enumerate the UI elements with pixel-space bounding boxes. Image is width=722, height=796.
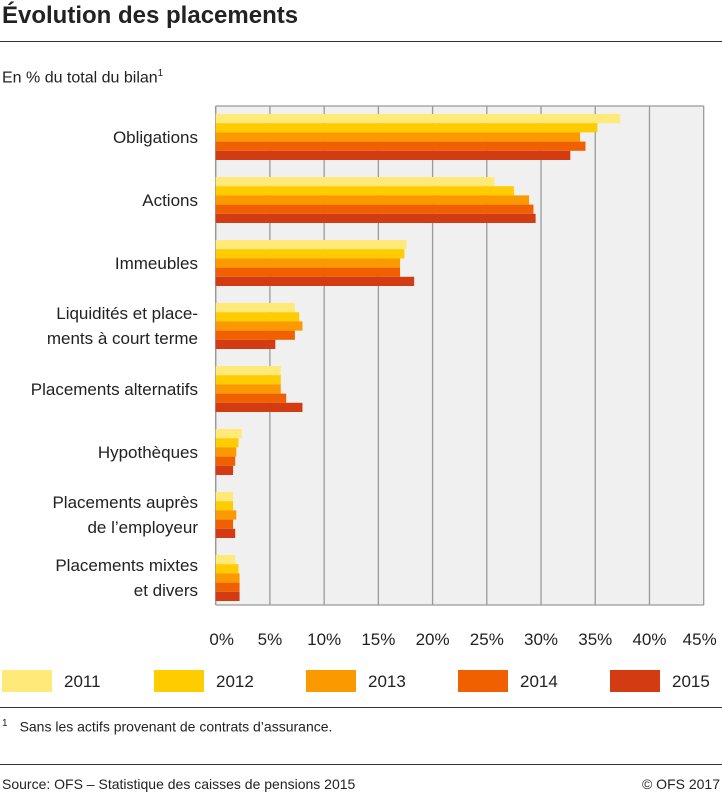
bar-2011-7 (215, 555, 236, 565)
bar-2011-0 (215, 114, 621, 124)
bar-2011-5 (215, 429, 242, 439)
x-tick-label: 0% (209, 630, 234, 649)
category-label-line: Placements auprès (52, 493, 198, 512)
subtitle-text: En % du total du bilan (2, 69, 158, 87)
bar-2013-6 (215, 510, 237, 520)
footnote-text: Sans les actifs provenant de contrats d’… (19, 718, 333, 735)
source: Source: OFS – Statistique des caisses de… (2, 776, 356, 792)
title-divider (0, 41, 722, 42)
bar-2012-1 (215, 186, 514, 196)
x-tick-label: 15% (361, 630, 396, 649)
legend-label: 2014 (520, 672, 558, 691)
bar-2013-4 (215, 384, 281, 394)
bar-2014-0 (215, 141, 586, 151)
subtitle-footnote-ref: 1 (157, 68, 164, 79)
legend-label: 2012 (216, 672, 254, 691)
category-label: Actions (142, 188, 198, 213)
bar-2014-7 (215, 582, 240, 592)
x-tick-label: 45% (682, 630, 717, 649)
legend-label: 2015 (672, 672, 710, 691)
category-label: Placements auprès de l’employeur (52, 490, 198, 540)
bar-2015-0 (215, 150, 571, 160)
x-tick-label: 25% (469, 630, 504, 649)
category-label: Placements alternatifs (31, 377, 198, 402)
bar-2012-7 (215, 564, 239, 574)
bar-2012-5 (215, 438, 239, 448)
category-label-line: Hypothèques (97, 442, 198, 462)
category-label: Obligations (113, 125, 198, 150)
legend-divider (0, 707, 722, 708)
bar-2014-1 (215, 204, 534, 214)
bar-2013-0 (215, 132, 581, 142)
x-tick-label: 20% (415, 630, 450, 649)
category-label-line: Actions (142, 190, 198, 210)
chart-title: Évolution des placements (2, 2, 299, 29)
bar-2011-3 (215, 303, 295, 313)
bar-2013-1 (215, 195, 530, 205)
x-tick-label: 40% (632, 630, 667, 649)
bar-2012-0 (215, 123, 598, 133)
bar-2011-2 (215, 240, 407, 250)
bar-2014-4 (215, 393, 287, 403)
bar-2015-4 (215, 402, 303, 412)
legend-label: 2013 (368, 672, 406, 691)
bar-2011-6 (215, 492, 234, 502)
legend-swatch (610, 670, 660, 692)
category-label: Placements mixtes et divers (55, 553, 198, 603)
bar-2014-2 (215, 267, 401, 277)
bar-2013-7 (215, 573, 240, 583)
legend-swatch (154, 670, 204, 692)
bar-2011-4 (215, 366, 281, 376)
legend-swatch (2, 670, 52, 692)
category-label-line: ments à court terme (46, 329, 198, 348)
bar-2015-3 (215, 339, 276, 349)
legend-swatch (458, 670, 508, 692)
category-label: Immeubles (115, 251, 198, 276)
source-divider (0, 764, 722, 765)
bar-2013-2 (215, 258, 401, 268)
category-label-line: de l’employeur (87, 518, 198, 537)
x-tick-label: 35% (578, 630, 613, 649)
x-tick-label: 30% (524, 630, 559, 649)
bar-2012-6 (215, 501, 234, 511)
bar-2013-5 (215, 447, 237, 457)
x-tick-label: 5% (257, 630, 283, 649)
category-label-line: et divers (133, 581, 198, 600)
bar-2015-2 (215, 276, 415, 286)
bar-2011-1 (215, 177, 495, 187)
bar-2014-3 (215, 330, 295, 340)
bar-2012-4 (215, 375, 281, 385)
bar-2012-3 (215, 312, 300, 322)
category-label: Hypothèques (98, 440, 198, 465)
footnote: 1 Sans les actifs provenant de contrats d… (2, 718, 332, 735)
bar-2012-2 (215, 249, 405, 259)
category-label-line: Placements mixtes (55, 556, 198, 575)
chart-subtitle: En % du total du bilan1 (2, 68, 163, 87)
footnote-mark: 1 (2, 718, 8, 729)
category-label-line: Immeubles (114, 253, 198, 273)
bar-2014-6 (215, 519, 234, 529)
copyright: © OFS 2017 (641, 776, 720, 792)
bar-2015-1 (215, 213, 536, 223)
x-tick-label: 10% (307, 630, 342, 649)
bar-2013-3 (215, 321, 303, 331)
category-label-line: Liquidités et place- (56, 304, 198, 323)
bar-2015-5 (215, 465, 234, 475)
legend-swatch (306, 670, 356, 692)
legend-label: 2011 (64, 672, 101, 691)
category-label-line: Obligations (112, 127, 198, 147)
category-label-line: Placements alternatifs (30, 379, 198, 399)
bar-2015-6 (215, 528, 236, 538)
bar-2015-7 (215, 591, 240, 601)
category-label: Liquidités et place-ments à court terme (47, 301, 198, 351)
bar-2014-5 (215, 456, 236, 466)
